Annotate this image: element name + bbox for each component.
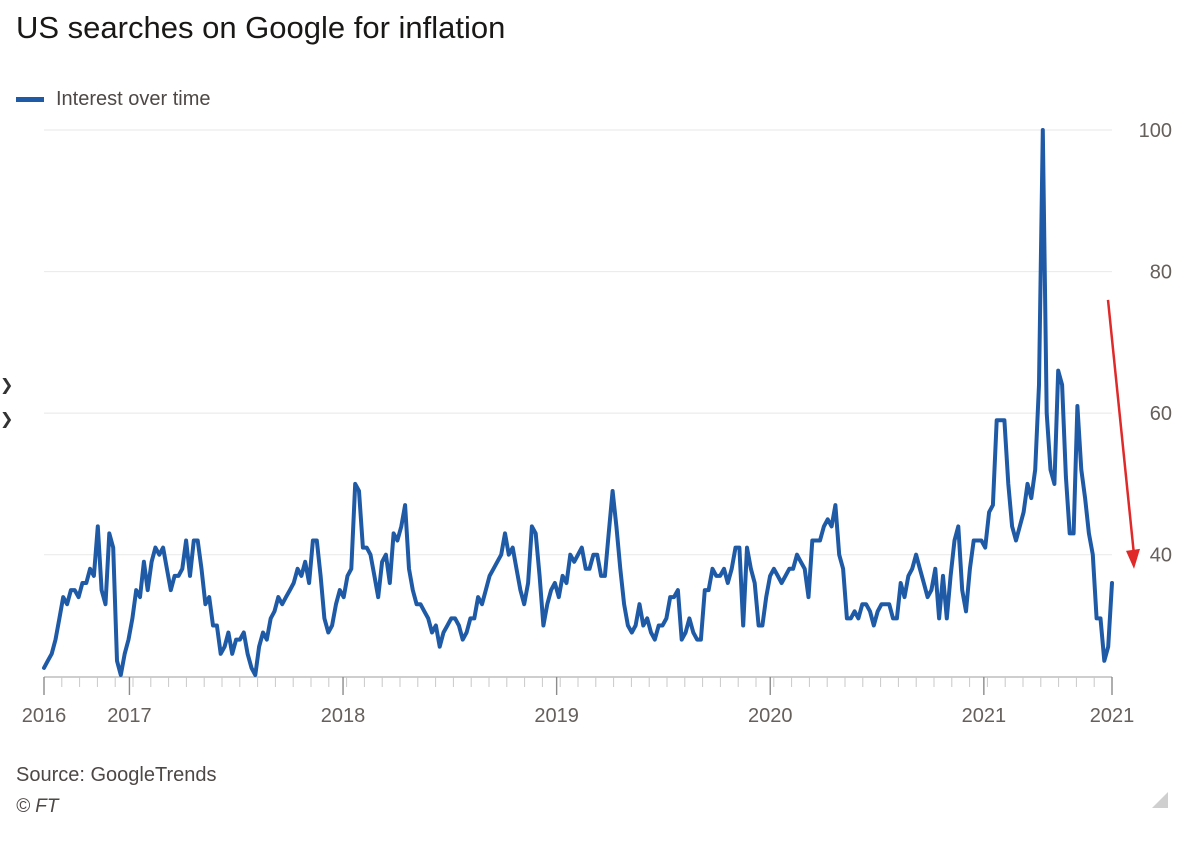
edge-mark: ❯ [0, 412, 13, 428]
edge-mark: ❯ [0, 378, 13, 394]
x-tick-label: 2019 [534, 705, 579, 727]
corner-triangle-icon [1152, 792, 1168, 808]
annotation-arrow-shaft [1108, 300, 1134, 555]
x-tick-label: 2021 [962, 705, 1007, 727]
annotation-arrow-head [1126, 549, 1140, 569]
x-tick-label: 2020 [748, 705, 793, 727]
y-tick-label: 60 [1150, 403, 1172, 425]
y-tick-label: 40 [1150, 545, 1172, 567]
x-tick-label: 2016 [22, 705, 67, 727]
x-tick-label: 2018 [321, 705, 366, 727]
line-chart: 40 60 80 100 2016 2017 2018 2019 2020 2021 2021 [0, 0, 1200, 850]
source-note: Source: GoogleTrends [16, 764, 216, 787]
y-tick-label: 100 [1139, 120, 1172, 142]
x-tick-label: 2017 [107, 705, 152, 727]
series-line [44, 130, 1112, 675]
x-tick-label: 2021 [1090, 705, 1135, 727]
copyright-note: © FT [16, 796, 59, 818]
y-tick-label: 80 [1150, 262, 1172, 284]
